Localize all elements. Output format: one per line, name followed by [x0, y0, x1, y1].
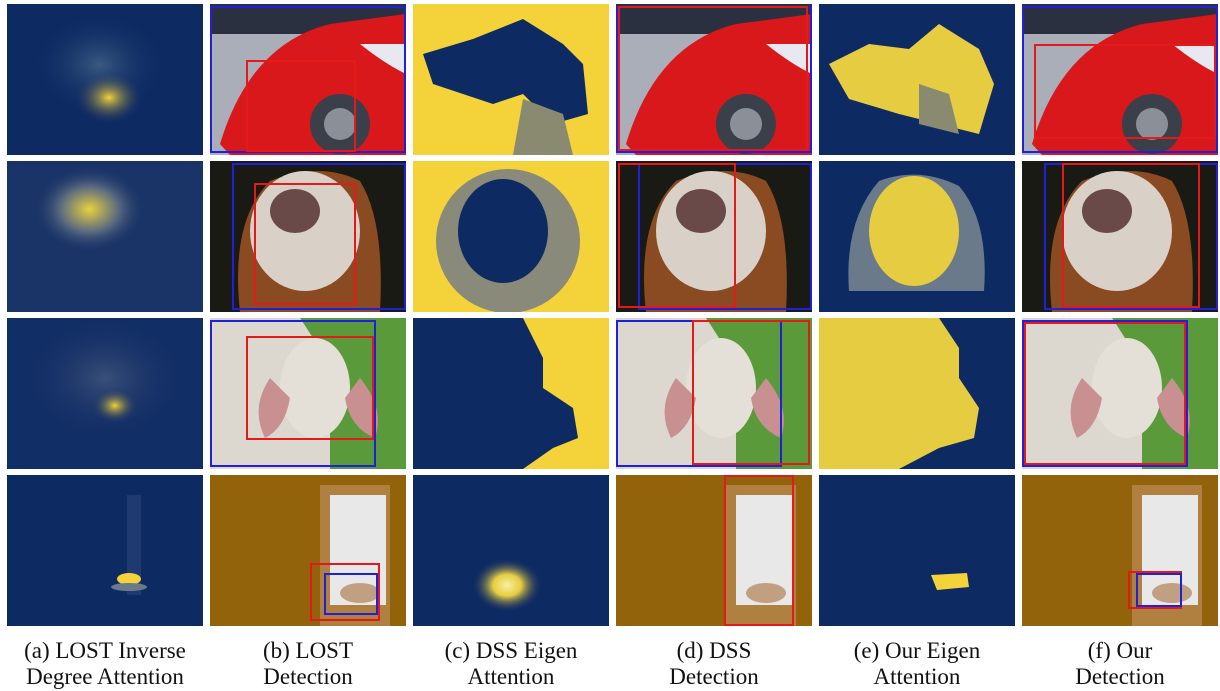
our-attention-dog	[819, 161, 1015, 312]
caption-line: (b) LOST	[262, 638, 354, 663]
lost-detection-dog	[210, 161, 406, 312]
caption-line: (a) LOST Inverse	[24, 638, 186, 663]
dss-detection-cow	[616, 318, 812, 469]
caption-a: (a) LOST Inverse Degree Attention	[7, 638, 203, 690]
our-detection-cow	[1022, 318, 1218, 469]
caption-b: (b) LOST Detection	[210, 638, 406, 690]
caption-line: Attention	[873, 664, 961, 689]
dss-attention-dog	[413, 161, 609, 312]
lost-detection-cat	[210, 475, 406, 626]
lost-detection-cow	[210, 318, 406, 469]
caption-line: Attention	[467, 664, 555, 689]
caption-c: (c) DSS Eigen Attention	[413, 638, 609, 690]
caption-line: (c) DSS Eigen	[444, 638, 578, 663]
caption-line: Degree Attention	[26, 664, 184, 689]
our-detection-dog	[1022, 161, 1218, 312]
lost-attention-cow	[7, 318, 203, 469]
lost-attention-car	[7, 4, 203, 155]
dss-attention-car	[413, 4, 609, 155]
caption-row: (a) LOST Inverse Degree Attention (b) LO…	[7, 638, 1218, 690]
dss-attention-cow	[413, 318, 609, 469]
caption-f: (f) Our Detection	[1022, 638, 1218, 690]
dss-attention-cat	[413, 475, 609, 626]
lost-attention-dog	[7, 161, 203, 312]
lost-detection-car	[210, 4, 406, 155]
dss-detection-cat	[616, 475, 812, 626]
caption-line: Detection	[263, 664, 353, 689]
caption-e: (e) Our Eigen Attention	[819, 638, 1015, 690]
caption-line: (d) DSS	[676, 638, 752, 663]
dss-detection-car	[616, 4, 812, 155]
caption-line: (f) Our	[1087, 638, 1153, 663]
caption-line: Detection	[1075, 664, 1165, 689]
image-grid	[7, 4, 1218, 626]
our-attention-cat	[819, 475, 1015, 626]
caption-line: Detection	[669, 664, 759, 689]
lost-attention-cat	[7, 475, 203, 626]
caption-d: (d) DSS Detection	[616, 638, 812, 690]
our-detection-cat	[1022, 475, 1218, 626]
our-detection-car	[1022, 4, 1218, 155]
caption-line: (e) Our Eigen	[853, 638, 981, 663]
our-attention-cow	[819, 318, 1015, 469]
dss-detection-dog	[616, 161, 812, 312]
our-attention-car	[819, 4, 1015, 155]
